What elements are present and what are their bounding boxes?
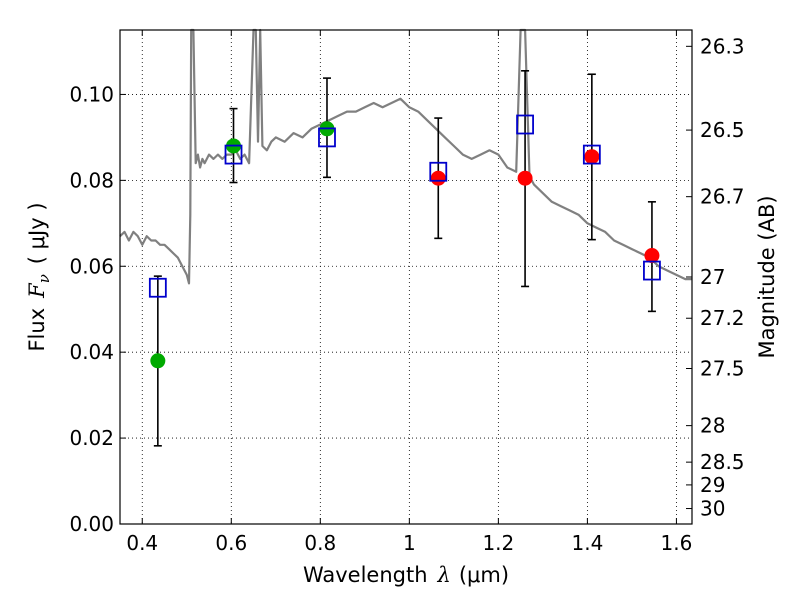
open-square-marker bbox=[148, 277, 167, 298]
y-tick-label: 0.06 bbox=[69, 254, 114, 278]
filled-circle-marker bbox=[644, 248, 660, 264]
y-axis-label: Flux bbox=[25, 308, 49, 352]
filled-circle-marker bbox=[584, 149, 600, 165]
x-axis-unit: (μm) bbox=[459, 563, 509, 587]
right-tick-label: 29 bbox=[700, 473, 725, 497]
filled-circle-marker bbox=[430, 170, 446, 186]
x-axis-label: Wavelength bbox=[303, 563, 428, 587]
right-tick-label: 27.5 bbox=[700, 356, 745, 380]
data-markers bbox=[148, 114, 661, 369]
y-tick-label: 0.02 bbox=[69, 426, 114, 450]
model-spectrum bbox=[119, 28, 692, 285]
x-tick-label: 1.2 bbox=[482, 531, 514, 555]
y-tick-label: 0.00 bbox=[69, 512, 114, 536]
filled-circle-marker bbox=[517, 170, 533, 186]
right-tick-label: 30 bbox=[700, 497, 725, 521]
x-tick-label: 1.6 bbox=[661, 531, 693, 555]
y-axis-symbol: F bbox=[25, 282, 49, 299]
y-axis-unit: ( μJy ) bbox=[25, 202, 49, 264]
x-tick-label: 0.6 bbox=[215, 531, 247, 555]
right-tick-label: 26.5 bbox=[700, 118, 745, 142]
open-square-marker bbox=[516, 114, 534, 135]
right-tick-label: 26.3 bbox=[700, 34, 745, 58]
y-tick-label: 0.08 bbox=[69, 168, 114, 192]
x-axis-title: Wavelength λ (μm) bbox=[303, 563, 509, 587]
spectrum-line bbox=[119, 28, 692, 285]
right-tick-label: 27.2 bbox=[700, 306, 745, 330]
y-axis-title: Flux Fν ( μJy ) bbox=[25, 202, 53, 351]
plot-background bbox=[120, 30, 692, 524]
y-axis-subscript: ν bbox=[35, 274, 53, 283]
x-axis-symbol: λ bbox=[437, 563, 451, 587]
right-tick-label: 27 bbox=[700, 265, 725, 289]
open-square-marker bbox=[318, 127, 336, 148]
x-axis-ticks: 0.4 0.6 0.8 1 1.2 1.4 1.6 bbox=[126, 30, 692, 555]
right-tick-label: 28 bbox=[700, 414, 725, 438]
open-square-marker bbox=[582, 144, 601, 165]
x-tick-label: 1.4 bbox=[571, 531, 603, 555]
filled-circle-marker bbox=[150, 353, 166, 369]
open-square-marker bbox=[429, 161, 448, 182]
right-tick-label: 28.5 bbox=[700, 450, 745, 474]
x-tick-label: 0.8 bbox=[304, 531, 336, 555]
y-tick-label: 0.04 bbox=[69, 340, 114, 364]
open-square-marker bbox=[643, 260, 661, 281]
y-axis-ticks: 0.00 0.02 0.04 0.06 0.08 0.10 bbox=[69, 82, 126, 536]
right-tick-label: 26.7 bbox=[700, 185, 745, 209]
y-tick-label: 0.10 bbox=[69, 82, 114, 106]
x-tick-label: 0.4 bbox=[126, 531, 158, 555]
x-tick-label: 1 bbox=[403, 531, 416, 555]
right-axis-title: Magnitude (AB) bbox=[755, 195, 779, 358]
open-square-marker bbox=[224, 144, 243, 165]
